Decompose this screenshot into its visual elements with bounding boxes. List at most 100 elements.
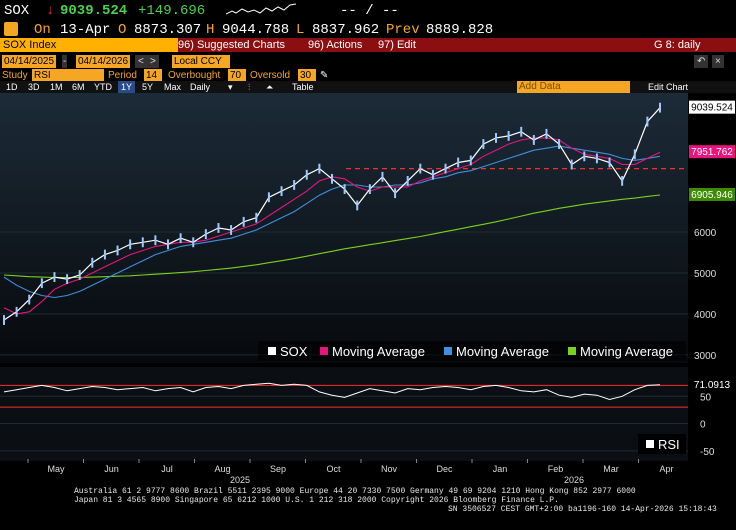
study-row: Study RSI Period 14 Overbought 70 Overso… xyxy=(0,69,736,82)
price-tick-label: 3000 xyxy=(694,351,717,362)
ohlc-row: On 13-Apr O 8873.307 H 9044.788 L 8837.9… xyxy=(0,22,736,38)
quote-header: SOX ↓ 9039.524 +149.696 -- / -- xyxy=(0,0,736,22)
range-max[interactable]: Max xyxy=(164,82,182,92)
price-value-label: 7951.762 xyxy=(691,147,733,158)
low-value: 8837.962 xyxy=(312,22,380,38)
on-label: On xyxy=(34,22,51,38)
date-range-row: 04/14/2025 - 04/14/2026 < > Local CCY ↶ … xyxy=(0,55,736,69)
overbought-label: Overbought xyxy=(168,70,221,81)
open-label: O xyxy=(118,22,127,38)
function-toolbar: SOX Index 96) Suggested Charts 96) Actio… xyxy=(0,38,736,52)
footer-line2: Japan 81 3 4565 8900 Singapore 65 6212 1… xyxy=(74,496,559,505)
range-6m[interactable]: 6M xyxy=(72,82,85,92)
legend-swatch xyxy=(320,347,328,355)
range-1y[interactable]: 1Y xyxy=(118,81,136,93)
price-value-tag xyxy=(689,187,735,201)
month-tick-label: Jun xyxy=(104,464,119,474)
legend-swatch xyxy=(646,440,654,448)
price-value-label: 6905.946 xyxy=(691,190,733,201)
sparkline-icon xyxy=(226,3,296,15)
price-tick-label: 4000 xyxy=(694,310,717,321)
range-1d[interactable]: 1D xyxy=(6,82,18,92)
month-tick-label: Aug xyxy=(214,464,230,474)
price-value-tag xyxy=(689,145,735,159)
footer-line1: Australia 61 2 9777 8600 Brazil 5511 239… xyxy=(74,487,636,496)
high-label: H xyxy=(206,22,215,38)
legend-box xyxy=(258,341,686,361)
end-date-field[interactable]: 04/14/2026 xyxy=(76,55,131,68)
edit-chart-button[interactable]: Edit Chart xyxy=(648,82,689,92)
net-change: +149.696 xyxy=(138,3,206,19)
currency-select[interactable]: Local CCY xyxy=(172,55,230,68)
month-tick-label: May xyxy=(47,464,65,474)
ticker: SOX xyxy=(4,3,30,19)
month-tick-label: Sep xyxy=(270,464,286,474)
month-tick-label: Oct xyxy=(326,464,341,474)
frequency-select[interactable]: Daily xyxy=(190,82,211,92)
month-tick-label: Apr xyxy=(659,464,673,474)
down-arrow-icon: ↓ xyxy=(46,3,55,19)
legend-label: Moving Average xyxy=(580,344,673,359)
date-separator: - xyxy=(62,55,68,68)
price-chart: 3000 4000 5000 6000 May Jun Jul Aug Sep Oct Nov Dec… xyxy=(0,93,735,485)
study-select[interactable]: RSI xyxy=(32,69,104,82)
high-value: 9044.788 xyxy=(222,22,290,38)
month-tick-label: Nov xyxy=(381,464,398,474)
bid-ask: -- / -- xyxy=(340,3,399,19)
rsi-legend-box xyxy=(638,434,686,454)
rsi-value-tag xyxy=(689,377,735,391)
month-tick-label: Feb xyxy=(548,464,564,474)
legend-label: Moving Average xyxy=(332,344,425,359)
study-label: Study xyxy=(2,70,28,81)
moving-average-line xyxy=(3,194,661,279)
undo-icon[interactable]: ↶ xyxy=(694,55,709,68)
open-value: 8873.307 xyxy=(134,22,202,38)
candles-icon[interactable]: ⫶ xyxy=(248,82,251,92)
price-tick-label: 6000 xyxy=(694,228,717,239)
prev-period-button[interactable]: < xyxy=(135,55,147,68)
price-panel xyxy=(0,93,688,363)
month-tick-label: Jul xyxy=(161,464,173,474)
year-label: 2025 xyxy=(230,475,250,485)
suggested-charts-menu[interactable]: 96) Suggested Charts xyxy=(178,39,286,51)
pencil-icon[interactable]: ✎ xyxy=(320,70,329,81)
range-1m[interactable]: 1M xyxy=(50,82,63,92)
price-value-tag xyxy=(689,100,735,114)
low-label: L xyxy=(296,22,305,38)
close-icon[interactable]: × xyxy=(712,55,724,68)
footer-line3: SN 3506527 CEST GMT+2:00 ba1196-160 14-A… xyxy=(448,505,717,514)
price-tick-label: 5000 xyxy=(694,269,717,280)
chart-style-icon[interactable]: ▾ xyxy=(228,82,233,92)
table-button[interactable]: Table xyxy=(292,82,314,92)
security-field[interactable]: SOX Index xyxy=(0,38,178,52)
rsi-line xyxy=(3,382,661,401)
legend-label: Moving Average xyxy=(456,344,549,359)
period-field[interactable]: 14 xyxy=(144,69,162,82)
quote-date: 13-Apr xyxy=(60,22,111,38)
range-5y[interactable]: 5Y xyxy=(142,82,154,92)
oversold-field[interactable]: 30 xyxy=(298,69,316,82)
month-tick-label: Dec xyxy=(436,464,453,474)
legend-swatch xyxy=(444,347,452,355)
rsi-value-label: 71.0913 xyxy=(694,380,731,391)
overbought-field[interactable]: 70 xyxy=(228,69,246,82)
oversold-label: Oversold xyxy=(250,70,291,81)
range-3d[interactable]: 3D xyxy=(28,82,40,92)
price-value-label: 9039.524 xyxy=(691,103,733,114)
month-tick-label: Mar xyxy=(603,464,619,474)
next-period-button[interactable]: > xyxy=(147,55,159,68)
chart-number-label: G 8: daily xyxy=(654,39,701,51)
legend-label: RSI xyxy=(658,437,680,452)
range-ytd[interactable]: YTD xyxy=(94,82,112,92)
edit-menu[interactable]: 97) Edit xyxy=(378,39,416,51)
start-date-field[interactable]: 04/14/2025 xyxy=(2,55,57,68)
prev-label: Prev xyxy=(386,22,420,38)
add-data-field[interactable]: Add Data xyxy=(517,81,630,93)
last-price: 9039.524 xyxy=(60,3,128,19)
mountain-icon[interactable]: ⏶ xyxy=(266,82,274,92)
alert-icon[interactable] xyxy=(4,22,18,36)
footer: Australia 61 2 9777 8600 Brazil 5511 239… xyxy=(0,486,736,530)
actions-menu[interactable]: 96) Actions xyxy=(308,39,363,51)
period-label: Period xyxy=(108,70,137,81)
legend-label: SOX xyxy=(280,344,308,359)
